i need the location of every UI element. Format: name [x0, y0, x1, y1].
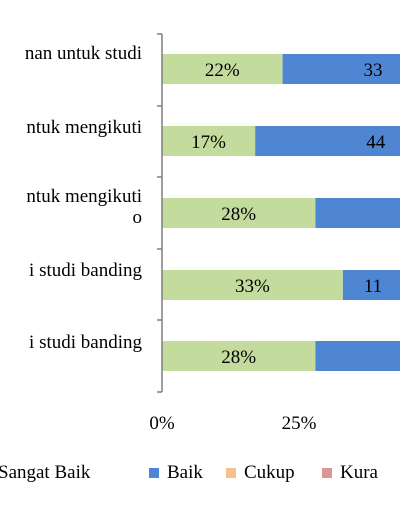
bar-baik-4 — [342, 270, 400, 300]
bar-value-label-1-1: 22% — [205, 60, 240, 81]
category-label-1: nan untuk studi — [24, 43, 142, 64]
bar-value-label-2-2: 44 — [366, 132, 386, 153]
x-tick-label-1: 0% — [149, 413, 175, 434]
bar-value-label-3-1: 28% — [221, 204, 256, 225]
legend: Sangat Baik Baik Cukup Kura — [0, 462, 400, 492]
legend-item-kura: Kura — [322, 462, 378, 484]
bar-sangat-baik-1 — [162, 54, 283, 84]
bar-value-label-4-2: 11 — [364, 276, 382, 297]
bar-sangat-baik-2 — [162, 126, 256, 156]
legend-swatch-cukup — [226, 468, 236, 478]
legend-label-kura: Kura — [340, 462, 378, 483]
bar-baik-3 — [315, 198, 400, 228]
bar-baik-2 — [255, 126, 400, 156]
legend-swatch-kura — [322, 468, 332, 478]
x-tick-label-2: 25% — [282, 413, 317, 434]
category-label-5: i studi banding — [29, 332, 142, 353]
bar-baik-1 — [282, 54, 400, 84]
bar-value-label-1-2: 33 — [363, 60, 382, 81]
bar-sangat-baik-5 — [162, 341, 316, 371]
legend-item-sangat-baik: Sangat Baik — [0, 462, 90, 484]
category-label-4: i studi banding — [29, 260, 142, 281]
legend-label-sangat-baik: Sangat Baik — [0, 462, 91, 483]
bar-sangat-baik-4 — [162, 270, 343, 300]
bar-baik-5 — [315, 341, 400, 371]
bar-value-label-5-1: 28% — [221, 347, 256, 368]
legend-item-cukup: Cukup — [226, 462, 295, 484]
bar-value-label-4-1: 33% — [235, 276, 270, 297]
category-label-3-line-2: o — [132, 207, 143, 228]
category-label-3-line-1: ntuk mengikuti — [26, 186, 142, 207]
legend-item-baik: Baik — [149, 462, 203, 484]
category-label-2: ntuk mengikuti — [26, 117, 142, 138]
bar-value-label-2-1: 17% — [191, 132, 226, 153]
legend-swatch-baik — [149, 468, 159, 478]
legend-label-baik: Baik — [167, 462, 203, 483]
legend-label-cukup: Cukup — [244, 462, 295, 483]
bar-sangat-baik-3 — [162, 198, 316, 228]
